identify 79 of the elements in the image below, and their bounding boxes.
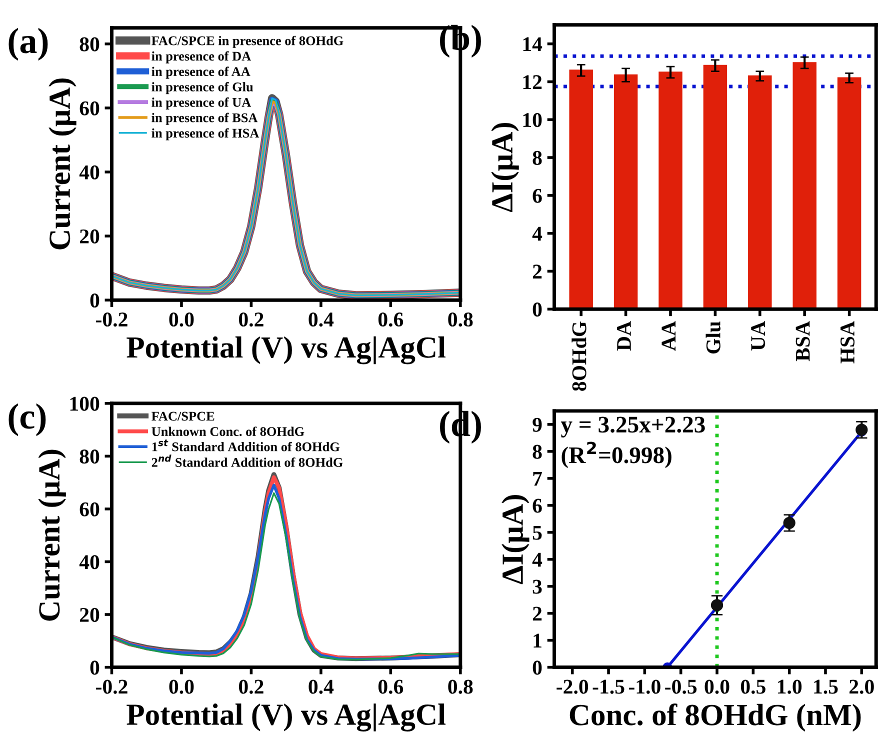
y-tick-label: 6 — [532, 188, 542, 203]
x-tick-label: 0.5 — [740, 680, 766, 694]
x-tick-label: -0.2 — [96, 680, 128, 694]
y-tick-label: 8 — [532, 150, 542, 165]
x-tick-label: HSA — [840, 321, 855, 364]
y-tick-label: 80 — [80, 37, 100, 52]
x-axis-title: Potential (V) vs Ag|AgCl — [126, 336, 446, 364]
x-tick-label: 1.0 — [778, 680, 802, 694]
x-tick-label: 0.2 — [238, 680, 264, 694]
y-tick-label: 60 — [80, 502, 100, 516]
y-tick-label: 40 — [79, 555, 100, 570]
y-tick-label: 0 — [90, 660, 100, 675]
legend-label: Unknown Conc. of 8OHdG — [152, 426, 304, 436]
chart-title: (a) — [8, 28, 48, 61]
y-tick-label: 6 — [532, 498, 542, 513]
x-tick-label: BSA — [796, 321, 810, 362]
y-tick-label: 3 — [532, 580, 542, 594]
legend-label: in presence of HSA — [152, 128, 260, 140]
legend-label: in presence of AA — [152, 66, 250, 79]
x-tick-label: -1.0 — [628, 680, 660, 694]
y-tick-label: 0 — [90, 293, 100, 308]
x-tick-label: 0.0 — [169, 312, 194, 327]
legend-label: in presence of BSA — [152, 112, 258, 125]
x-tick-label: Glu — [706, 322, 720, 354]
y-tick-label: 7 — [533, 472, 542, 486]
legend-label: in presence of DA — [152, 51, 252, 64]
y-tick-label: 5 — [532, 526, 542, 540]
y-tick-label: 2 — [532, 606, 542, 621]
x-tick-label: 0.4 — [308, 680, 334, 694]
y-axis-title: Current (μA) — [48, 78, 76, 250]
y-tick-label: 1 — [534, 634, 542, 648]
x-tick-label: -2.0 — [556, 680, 588, 694]
legend-label: 1$^{st}$ Standard Addition of 8OHdG — [152, 440, 340, 452]
y-tick-label: 0 — [532, 302, 542, 317]
x-tick-label: 0.0 — [704, 680, 730, 694]
x-tick-label: 1.5 — [814, 680, 838, 694]
legend-label: FAC/SPCE in presence of 8OHdG — [152, 36, 344, 48]
y-tick-label: 9 — [532, 418, 542, 432]
x-tick-label: -0.2 — [96, 312, 128, 327]
legend-label: in presence of UA — [152, 97, 252, 110]
y-tick-label: 20 — [80, 608, 100, 622]
x-tick-label: 0.8 — [448, 680, 473, 694]
y-tick-label: 40 — [79, 165, 100, 180]
x-axis-title: Conc. of 8OHdG (nM) — [570, 704, 861, 732]
y-tick-label: 100 — [70, 396, 100, 411]
annotation: (R$^{2}$=0.998) — [562, 442, 672, 468]
y-tick-label: 0 — [532, 660, 542, 675]
x-tick-label: 0.2 — [238, 312, 264, 327]
y-tick-label: 4 — [532, 226, 542, 241]
x-tick-label: 0.0 — [169, 680, 194, 694]
y-tick-label: 4 — [532, 552, 542, 567]
x-tick-label: 0.4 — [308, 312, 334, 327]
chart-title: (c) — [8, 403, 46, 436]
x-tick-label: 8OHdG — [572, 322, 586, 391]
y-tick-label: 14 — [523, 37, 542, 52]
x-tick-label: -0.5 — [665, 680, 697, 694]
x-tick-label: 0.6 — [378, 312, 404, 327]
x-tick-label: 0.8 — [448, 312, 473, 327]
x-axis-title: Potential (V) vs Ag|AgCl — [126, 704, 446, 732]
legend-label: 2$^{nd}$ Standard Addition of 8OHdG — [152, 454, 343, 467]
y-tick-label: 60 — [80, 101, 100, 116]
y-tick-label: 2 — [532, 264, 542, 278]
y-axis-title: ΔI(μA) — [502, 495, 530, 584]
x-tick-label: 0.6 — [378, 680, 404, 694]
y-axis-title: ΔI(μA) — [491, 122, 519, 212]
x-tick-label: -1.5 — [592, 680, 624, 694]
x-tick-label: 2.0 — [850, 680, 874, 694]
y-tick-label: 10 — [523, 113, 542, 128]
y-axis-title: Current (μA) — [38, 450, 66, 621]
annotation: y = 3.25x+2.23 — [560, 416, 705, 438]
y-tick-label: 80 — [80, 450, 100, 464]
legend-label: in presence of Glu — [152, 82, 253, 94]
legend-label: FAC/SPCE — [152, 412, 214, 421]
x-tick-label: DA — [617, 321, 631, 351]
x-tick-label: UA — [751, 321, 766, 351]
y-tick-label: 20 — [80, 229, 100, 244]
y-tick-label: 8 — [532, 444, 542, 459]
x-tick-label: AA — [662, 321, 676, 351]
y-tick-label: 12 — [523, 75, 542, 89]
